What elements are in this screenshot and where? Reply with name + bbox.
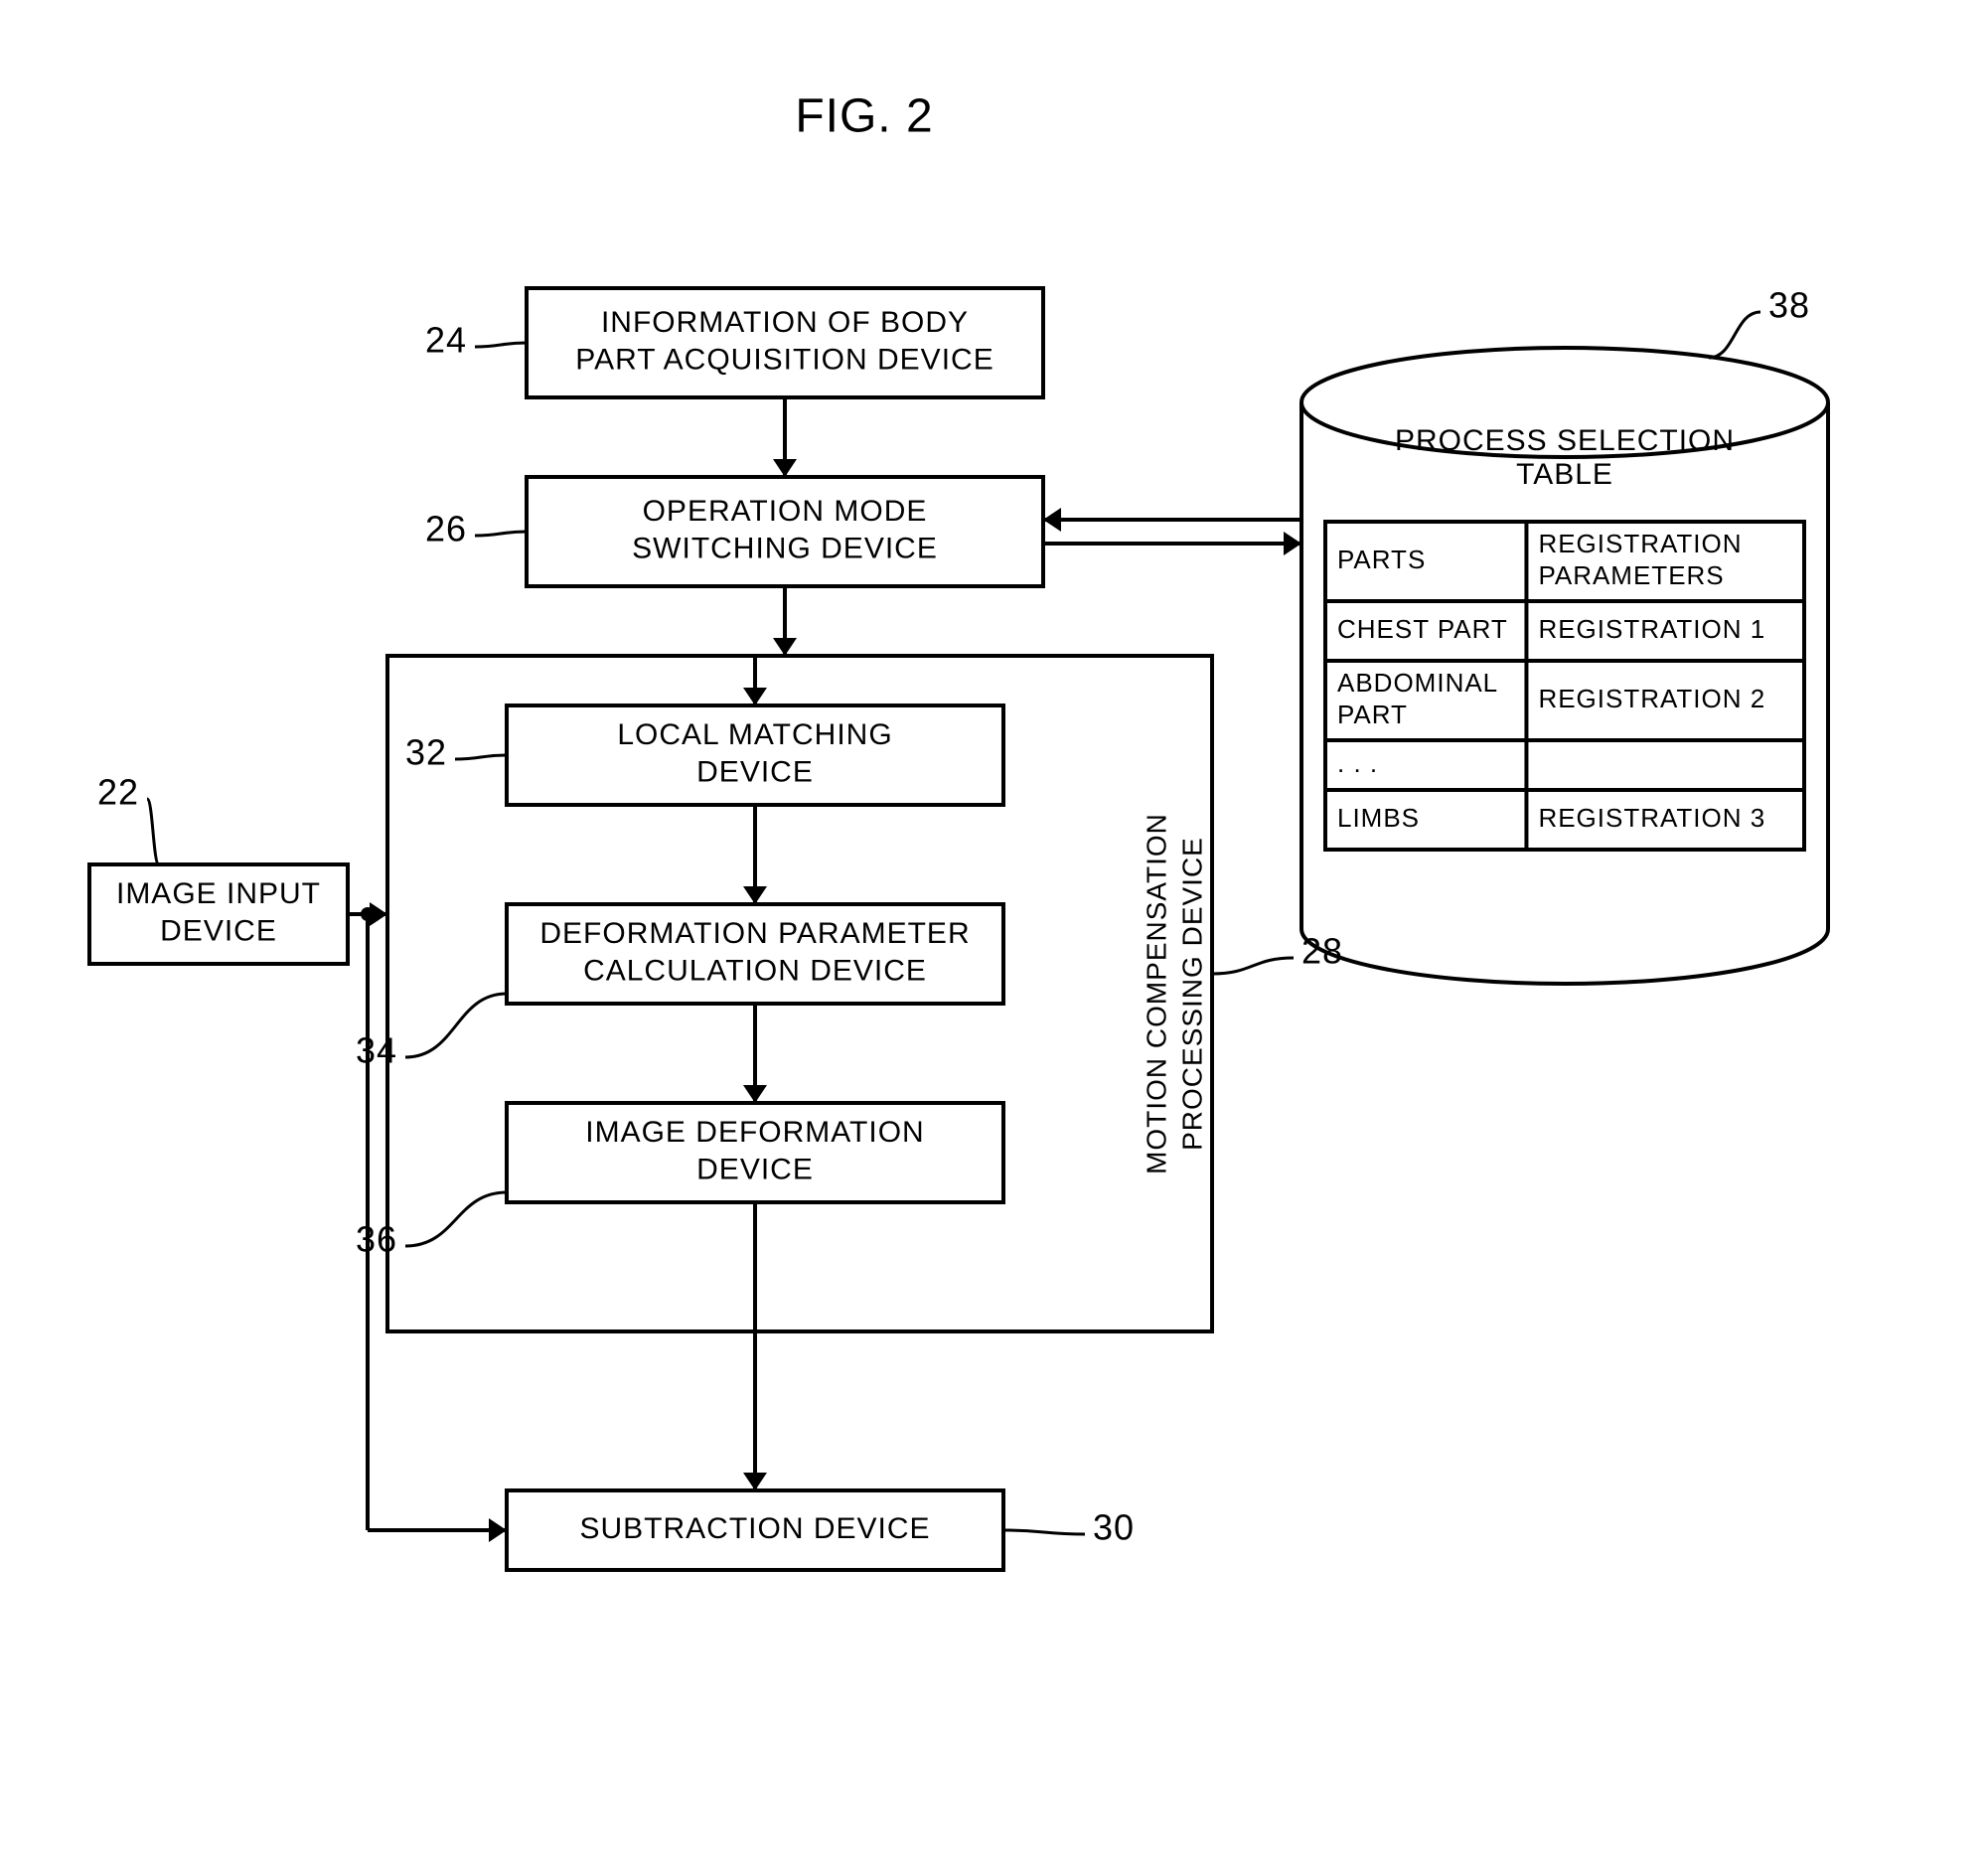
box-info-body: INFORMATION OF BODY PART ACQUISITION DEVI…	[527, 288, 1043, 397]
box-deform-param: DEFORMATION PARAMETER CALCULATION DEVICE	[507, 904, 1003, 1004]
svg-text:REGISTRATION 1: REGISTRATION 1	[1538, 614, 1765, 644]
svg-text:DEVICE: DEVICE	[160, 915, 277, 948]
svg-text:26: 26	[425, 509, 467, 549]
svg-text:PART: PART	[1337, 700, 1408, 729]
ref-30: 30	[1003, 1507, 1135, 1548]
ref-28: 28	[1212, 931, 1343, 974]
svg-text:PROCESS SELECTION: PROCESS SELECTION	[1395, 424, 1735, 457]
svg-text:INFORMATION OF BODY: INFORMATION OF BODY	[601, 306, 969, 339]
cylinder-process-table: PROCESS SELECTIONTABLEPARTSREGISTRATIONP…	[1301, 348, 1828, 984]
svg-text:PARTS: PARTS	[1337, 545, 1426, 574]
svg-text:CALCULATION DEVICE: CALCULATION DEVICE	[583, 955, 927, 988]
svg-text:24: 24	[425, 320, 467, 361]
svg-text:OPERATION MODE: OPERATION MODE	[643, 495, 928, 528]
ref-36: 36	[356, 1192, 507, 1260]
ref-22: 22	[97, 772, 159, 864]
ref-32: 32	[405, 732, 507, 773]
svg-text:REGISTRATION 3: REGISTRATION 3	[1538, 803, 1765, 833]
svg-text:PARAMETERS: PARAMETERS	[1538, 560, 1724, 590]
ref-38: 38	[1709, 285, 1810, 358]
svg-text:IMAGE INPUT: IMAGE INPUT	[116, 877, 321, 910]
svg-text:LIMBS: LIMBS	[1337, 803, 1420, 833]
svg-text:REGISTRATION: REGISTRATION	[1538, 529, 1742, 558]
box-image-input: IMAGE INPUT DEVICE	[89, 864, 348, 964]
svg-text:28: 28	[1301, 931, 1343, 972]
box-op-mode: OPERATION MODE SWITCHING DEVICE	[527, 477, 1043, 586]
box-subtraction: SUBTRACTION DEVICE	[507, 1490, 1003, 1570]
svg-text:. . .: . . .	[1337, 748, 1378, 778]
svg-text:22: 22	[97, 772, 139, 813]
svg-text:DEFORMATION PARAMETER: DEFORMATION PARAMETER	[539, 917, 970, 950]
svg-text:30: 30	[1093, 1507, 1135, 1548]
svg-text:SWITCHING DEVICE: SWITCHING DEVICE	[632, 533, 938, 565]
svg-text:ABDOMINAL: ABDOMINAL	[1337, 668, 1498, 698]
svg-text:REGISTRATION 2: REGISTRATION 2	[1538, 684, 1765, 713]
svg-text:38: 38	[1768, 285, 1810, 326]
svg-text:32: 32	[405, 732, 447, 773]
ref-34: 34	[356, 994, 507, 1071]
svg-text:SUBTRACTION DEVICE: SUBTRACTION DEVICE	[579, 1512, 930, 1545]
box-image-deform: IMAGE DEFORMATION DEVICE	[507, 1103, 1003, 1202]
motion-comp-label: MOTION COMPENSATIONPROCESSING DEVICE	[1141, 813, 1207, 1174]
svg-text:TABLE: TABLE	[1516, 458, 1613, 491]
figure-title: FIG. 2	[795, 90, 933, 143]
ref-26: 26	[425, 509, 527, 549]
svg-text:CHEST PART: CHEST PART	[1337, 614, 1508, 644]
svg-text:IMAGE DEFORMATION: IMAGE DEFORMATION	[585, 1116, 924, 1149]
figure-title-text: FIG. 2	[795, 90, 933, 143]
svg-text:DEVICE: DEVICE	[696, 1154, 814, 1186]
svg-text:34: 34	[356, 1030, 397, 1071]
box-local-match: LOCAL MATCHING DEVICE	[507, 705, 1003, 805]
svg-text:36: 36	[356, 1219, 397, 1260]
svg-text:MOTION COMPENSATION: MOTION COMPENSATION	[1141, 813, 1171, 1174]
ref-24: 24	[425, 320, 527, 361]
svg-text:LOCAL MATCHING: LOCAL MATCHING	[617, 718, 892, 751]
svg-text:PART ACQUISITION DEVICE: PART ACQUISITION DEVICE	[575, 344, 994, 377]
svg-text:DEVICE: DEVICE	[696, 756, 814, 789]
svg-text:PROCESSING DEVICE: PROCESSING DEVICE	[1176, 837, 1207, 1151]
